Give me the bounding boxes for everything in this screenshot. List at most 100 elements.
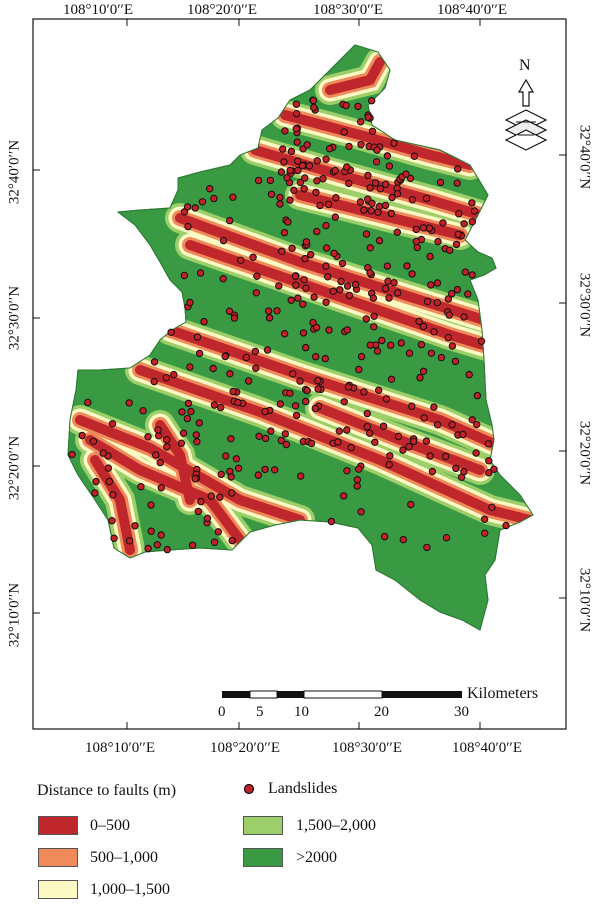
legend-label-1500-2000: 1,500–2,000 — [296, 817, 376, 834]
landslide-point — [68, 450, 76, 459]
legend-landslides-label: Landslides — [268, 780, 338, 797]
lon-label-bottom-3: 108°30′0′′E — [332, 740, 403, 756]
landslide-point — [340, 128, 348, 136]
landslide-point — [251, 347, 260, 356]
landslide-point — [313, 227, 321, 236]
landslide-point — [110, 534, 118, 542]
landslide-point — [347, 443, 355, 452]
landslide-point — [334, 438, 342, 446]
landslide-point — [422, 437, 431, 445]
landslide-point — [125, 399, 133, 407]
landslide-point — [381, 201, 390, 210]
north-arrow-icon — [504, 78, 548, 151]
landslide-point — [380, 532, 389, 541]
landslide-point — [468, 416, 476, 424]
landslide-point — [194, 507, 203, 516]
landslide-point — [465, 370, 473, 379]
landslide-point — [368, 127, 377, 136]
landslide-point — [430, 403, 438, 411]
lat-label-left-1: 32°40′0′′N — [6, 139, 23, 205]
landslide-point — [412, 225, 420, 234]
landslide-point — [78, 431, 86, 440]
landslide-point — [343, 326, 351, 334]
landslide-point — [292, 125, 300, 133]
landslide-point — [405, 349, 414, 357]
landslide-point — [362, 230, 371, 238]
landslide-point — [387, 375, 396, 383]
landslide-point — [144, 433, 152, 441]
landslide-point — [234, 398, 242, 407]
landslide-point — [363, 423, 371, 431]
landslide-point — [296, 178, 305, 187]
landslide-point — [394, 289, 402, 297]
landslide-point — [310, 103, 318, 112]
landslide-point — [434, 237, 442, 246]
landslide-point — [425, 224, 434, 232]
landslide-point — [227, 473, 235, 481]
landslide-point — [237, 256, 245, 264]
landslide-point — [385, 162, 394, 170]
landslide-point — [292, 411, 301, 420]
landslide-point — [291, 402, 300, 410]
landslide-point — [312, 353, 320, 361]
landslide-point — [485, 457, 493, 465]
landslide-point — [196, 269, 205, 277]
landslide-point — [331, 213, 339, 221]
landslide-point — [104, 464, 113, 472]
landslide-point — [271, 466, 279, 474]
landslide-point — [273, 307, 281, 315]
landslide-point — [324, 200, 333, 209]
landslide-point — [367, 207, 375, 215]
landslide-point — [383, 152, 392, 160]
landslide-point — [287, 147, 296, 156]
landslide-point — [144, 544, 152, 553]
landslide-point — [453, 285, 462, 294]
landslide-point — [254, 471, 262, 479]
landslide-point — [163, 545, 172, 554]
landslide-point — [354, 102, 362, 111]
landslide-point — [387, 341, 395, 349]
landslide-point — [200, 318, 208, 326]
landslide-point — [276, 193, 284, 202]
landslide-point — [343, 467, 351, 475]
landslide-point — [89, 437, 98, 445]
landslide-point — [460, 468, 468, 476]
landslide-point — [454, 165, 462, 173]
landslide-point — [366, 429, 374, 437]
landslide-point — [217, 403, 225, 412]
landslide-point — [360, 206, 368, 214]
lat-label-right-3: 32°20′0′′N — [576, 420, 593, 486]
landslide-point — [230, 314, 239, 322]
landslide-point — [228, 489, 236, 497]
landslide-point — [299, 300, 307, 308]
legend-swatch-0-500 — [38, 816, 78, 835]
landslide-point — [366, 269, 374, 277]
landslide-point — [436, 178, 445, 187]
landslide-point — [332, 194, 340, 202]
landslide-point — [416, 374, 424, 382]
landslide-point — [446, 246, 454, 254]
landslide-point — [162, 374, 171, 382]
landslide-point — [452, 464, 460, 473]
landslide-point — [91, 489, 99, 497]
landslide-point — [355, 365, 363, 374]
landslide-point — [452, 240, 461, 249]
landslide-point — [444, 333, 452, 342]
landslide-point — [300, 185, 308, 193]
landslide-point — [292, 100, 301, 108]
legend-swatch-500-1000 — [38, 848, 78, 867]
landslide-point — [448, 342, 457, 350]
landslide-point — [131, 522, 139, 530]
landslide-point — [375, 236, 384, 245]
landslide-point — [305, 162, 314, 170]
landslide-point — [387, 209, 395, 218]
landslide-point — [357, 118, 365, 126]
landslide-point — [195, 349, 204, 358]
landslide-point — [484, 440, 493, 448]
landslide-point — [307, 439, 316, 448]
landslide-point — [150, 377, 158, 386]
landslide-point — [325, 326, 333, 334]
landslide-point — [370, 312, 378, 320]
landslide-point — [385, 461, 393, 469]
landslide-point — [460, 220, 468, 228]
